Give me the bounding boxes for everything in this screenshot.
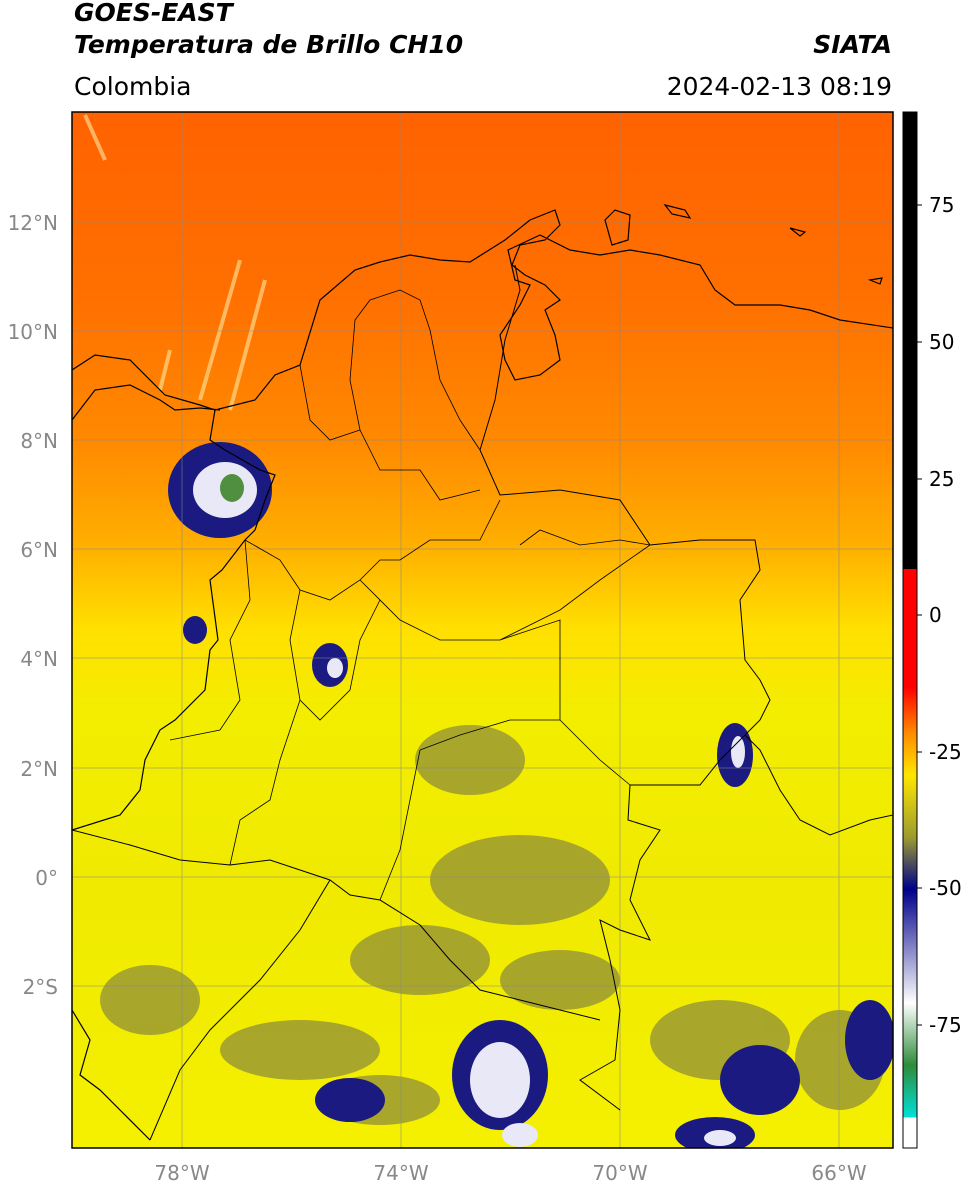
departmental-borders [169, 289, 651, 901]
lon-label: 74°W [373, 1161, 428, 1185]
country-borders [72, 264, 893, 1141]
lon-label: 78°W [154, 1161, 209, 1185]
coastlines [72, 203, 893, 1141]
colorbar-tick: 75 [929, 193, 954, 217]
lat-label: 6°N [20, 538, 58, 562]
map-frame [71, 111, 894, 1149]
title-line-2: Temperatura de Brillo CH10 [74, 30, 464, 59]
lat-label: 4°N [20, 647, 58, 671]
colorbar-tick: -75 [929, 1013, 962, 1037]
lat-label: 12°N [8, 211, 58, 235]
lat-label: 2°N [20, 757, 58, 781]
cirrus-streaks [83, 114, 267, 411]
colorbar-tick: 50 [929, 330, 954, 354]
brand-label: SIATA [813, 30, 892, 59]
colorbar: 75 50 25 0 -25 -50 -75 [902, 111, 962, 1149]
colorbar-frame [902, 111, 918, 1149]
colorbar-tick: -25 [929, 740, 962, 764]
graticule [72, 112, 893, 1148]
region-label: Colombia [74, 72, 192, 101]
colorbar-tick: 25 [929, 467, 954, 491]
colorbar-tick: -50 [929, 876, 962, 900]
lon-label: 70°W [592, 1161, 647, 1185]
lat-label: 2°S [23, 975, 58, 999]
brightness-temperature-field [72, 112, 893, 1148]
lat-label: 8°N [20, 429, 58, 453]
cloud-green-core [220, 474, 244, 502]
colorbar-tick: 0 [929, 603, 942, 627]
title-line-1: GOES-EAST [74, 0, 233, 27]
lat-label: 10°N [8, 320, 58, 344]
datetime-label: 2024-02-13 08:19 [666, 72, 892, 101]
colorbar-warm-cap [903, 112, 917, 569]
longitude-labels: 78°W 74°W 70°W 66°W [154, 1161, 866, 1185]
lat-label: 0° [35, 866, 58, 890]
lon-label: 66°W [811, 1161, 866, 1185]
latitude-labels: 12°N 10°N 8°N 6°N 4°N 2°N 0° 2°S [8, 211, 58, 999]
